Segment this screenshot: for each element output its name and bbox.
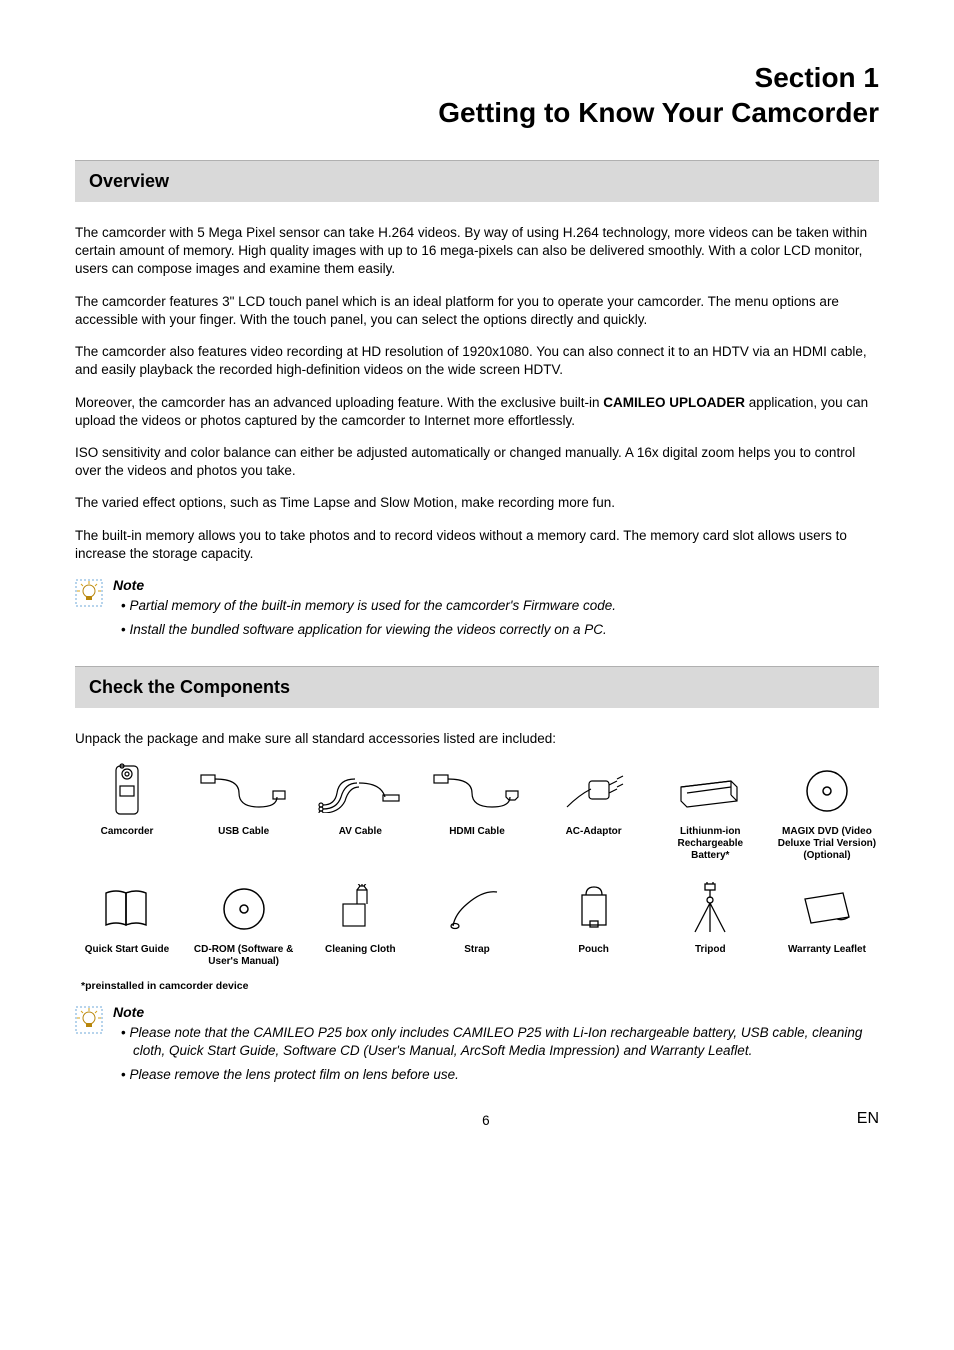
overview-p4: Moreover, the camcorder has an advanced … (75, 394, 879, 430)
component-label: Camcorder (101, 826, 154, 838)
component-ac-adaptor: AC-Adaptor (542, 762, 646, 838)
lightbulb-icon (75, 579, 103, 607)
strap-icon (447, 886, 507, 932)
component-camcorder: Camcorder (75, 762, 179, 838)
cloth-icon (333, 884, 387, 934)
note-list: Partial memory of the built-in memory is… (113, 597, 879, 639)
components-intro: Unpack the package and make sure all sta… (75, 730, 879, 748)
section-title: Section 1 Getting to Know Your Camcorder (75, 60, 879, 130)
overview-p1: The camcorder with 5 Mega Pixel sensor c… (75, 224, 879, 279)
page-footer: 6 EN (75, 1110, 879, 1128)
section-name: Getting to Know Your Camcorder (438, 97, 879, 128)
component-row-2: Quick Start Guide CD-ROM (Software & Use… (75, 880, 879, 968)
component-hdmi-cable: HDMI Cable (425, 762, 529, 838)
camcorder-icon (106, 762, 148, 820)
components-rows: Camcorder USB Cable AV Cable HDMI Cable … (75, 762, 879, 992)
component-tripod: Tripod (658, 880, 762, 956)
ac-adaptor-icon (559, 767, 629, 815)
lang-label: EN (857, 1110, 879, 1128)
component-label: Cleaning Cloth (325, 944, 396, 956)
note-title: Note (113, 1004, 879, 1020)
component-qsg: Quick Start Guide (75, 880, 179, 956)
note-title: Note (113, 577, 879, 593)
note-list: Please note that the CAMILEO P25 box onl… (113, 1024, 879, 1085)
component-label: Tripod (695, 944, 726, 956)
battery-icon (675, 773, 745, 809)
overview-p6: The varied effect options, such as Time … (75, 494, 879, 512)
component-usb-cable: USB Cable (192, 762, 296, 838)
hdmi-cable-icon (432, 769, 522, 813)
note-item: Install the bundled software application… (121, 621, 879, 639)
component-warranty: Warranty Leaflet (775, 880, 879, 956)
component-strap: Strap (425, 880, 529, 956)
component-label: AV Cable (339, 826, 382, 838)
components-heading: Check the Components (75, 666, 879, 708)
note-content: Note Please note that the CAMILEO P25 bo… (113, 1004, 879, 1091)
component-label: MAGIX DVD (Video Deluxe Trial Version) (… (775, 826, 879, 862)
disc-icon (804, 768, 850, 814)
component-label: CD-ROM (Software & User's Manual) (192, 944, 296, 968)
component-cdrom: CD-ROM (Software & User's Manual) (192, 880, 296, 968)
pouch-icon (574, 885, 614, 933)
section-number: Section 1 (755, 62, 879, 93)
disc-icon (221, 886, 267, 932)
component-label: HDMI Cable (449, 826, 505, 838)
book-icon (102, 887, 152, 931)
component-label: Warranty Leaflet (788, 944, 866, 956)
component-label: Pouch (578, 944, 609, 956)
lightbulb-icon (75, 1006, 103, 1034)
tripod-icon (687, 882, 733, 936)
component-row-1: Camcorder USB Cable AV Cable HDMI Cable … (75, 762, 879, 862)
component-magix-dvd: MAGIX DVD (Video Deluxe Trial Version) (… (775, 762, 879, 862)
note-item: Partial memory of the built-in memory is… (121, 597, 879, 615)
usb-cable-icon (199, 769, 289, 813)
note-content: Note Partial memory of the built-in memo… (113, 577, 879, 645)
component-label: AC-Adaptor (566, 826, 622, 838)
overview-p7: The built-in memory allows you to take p… (75, 527, 879, 563)
note-item: Please remove the lens protect film on l… (121, 1066, 879, 1084)
components-note: Note Please note that the CAMILEO P25 bo… (75, 1004, 879, 1091)
component-label: Strap (464, 944, 490, 956)
component-av-cable: AV Cable (308, 762, 412, 838)
page-number: 6 (115, 1113, 857, 1128)
components-footnote: *preinstalled in camcorder device (81, 980, 879, 992)
component-cloth: Cleaning Cloth (308, 880, 412, 956)
overview-p5: ISO sensitivity and color balance can ei… (75, 444, 879, 480)
component-label: Quick Start Guide (85, 944, 169, 956)
overview-p3: The camcorder also features video record… (75, 343, 879, 379)
overview-heading: Overview (75, 160, 879, 202)
component-pouch: Pouch (542, 880, 646, 956)
leaflet-icon (799, 889, 855, 929)
overview-p2: The camcorder features 3" LCD touch pane… (75, 293, 879, 329)
note-item: Please note that the CAMILEO P25 box onl… (121, 1024, 879, 1060)
overview-note: Note Partial memory of the built-in memo… (75, 577, 879, 645)
av-cable-icon (315, 769, 405, 813)
component-battery: Lithiunm-ion Rechargeable Battery* (658, 762, 762, 862)
component-label: USB Cable (218, 826, 269, 838)
component-label: Lithiunm-ion Rechargeable Battery* (658, 826, 762, 862)
